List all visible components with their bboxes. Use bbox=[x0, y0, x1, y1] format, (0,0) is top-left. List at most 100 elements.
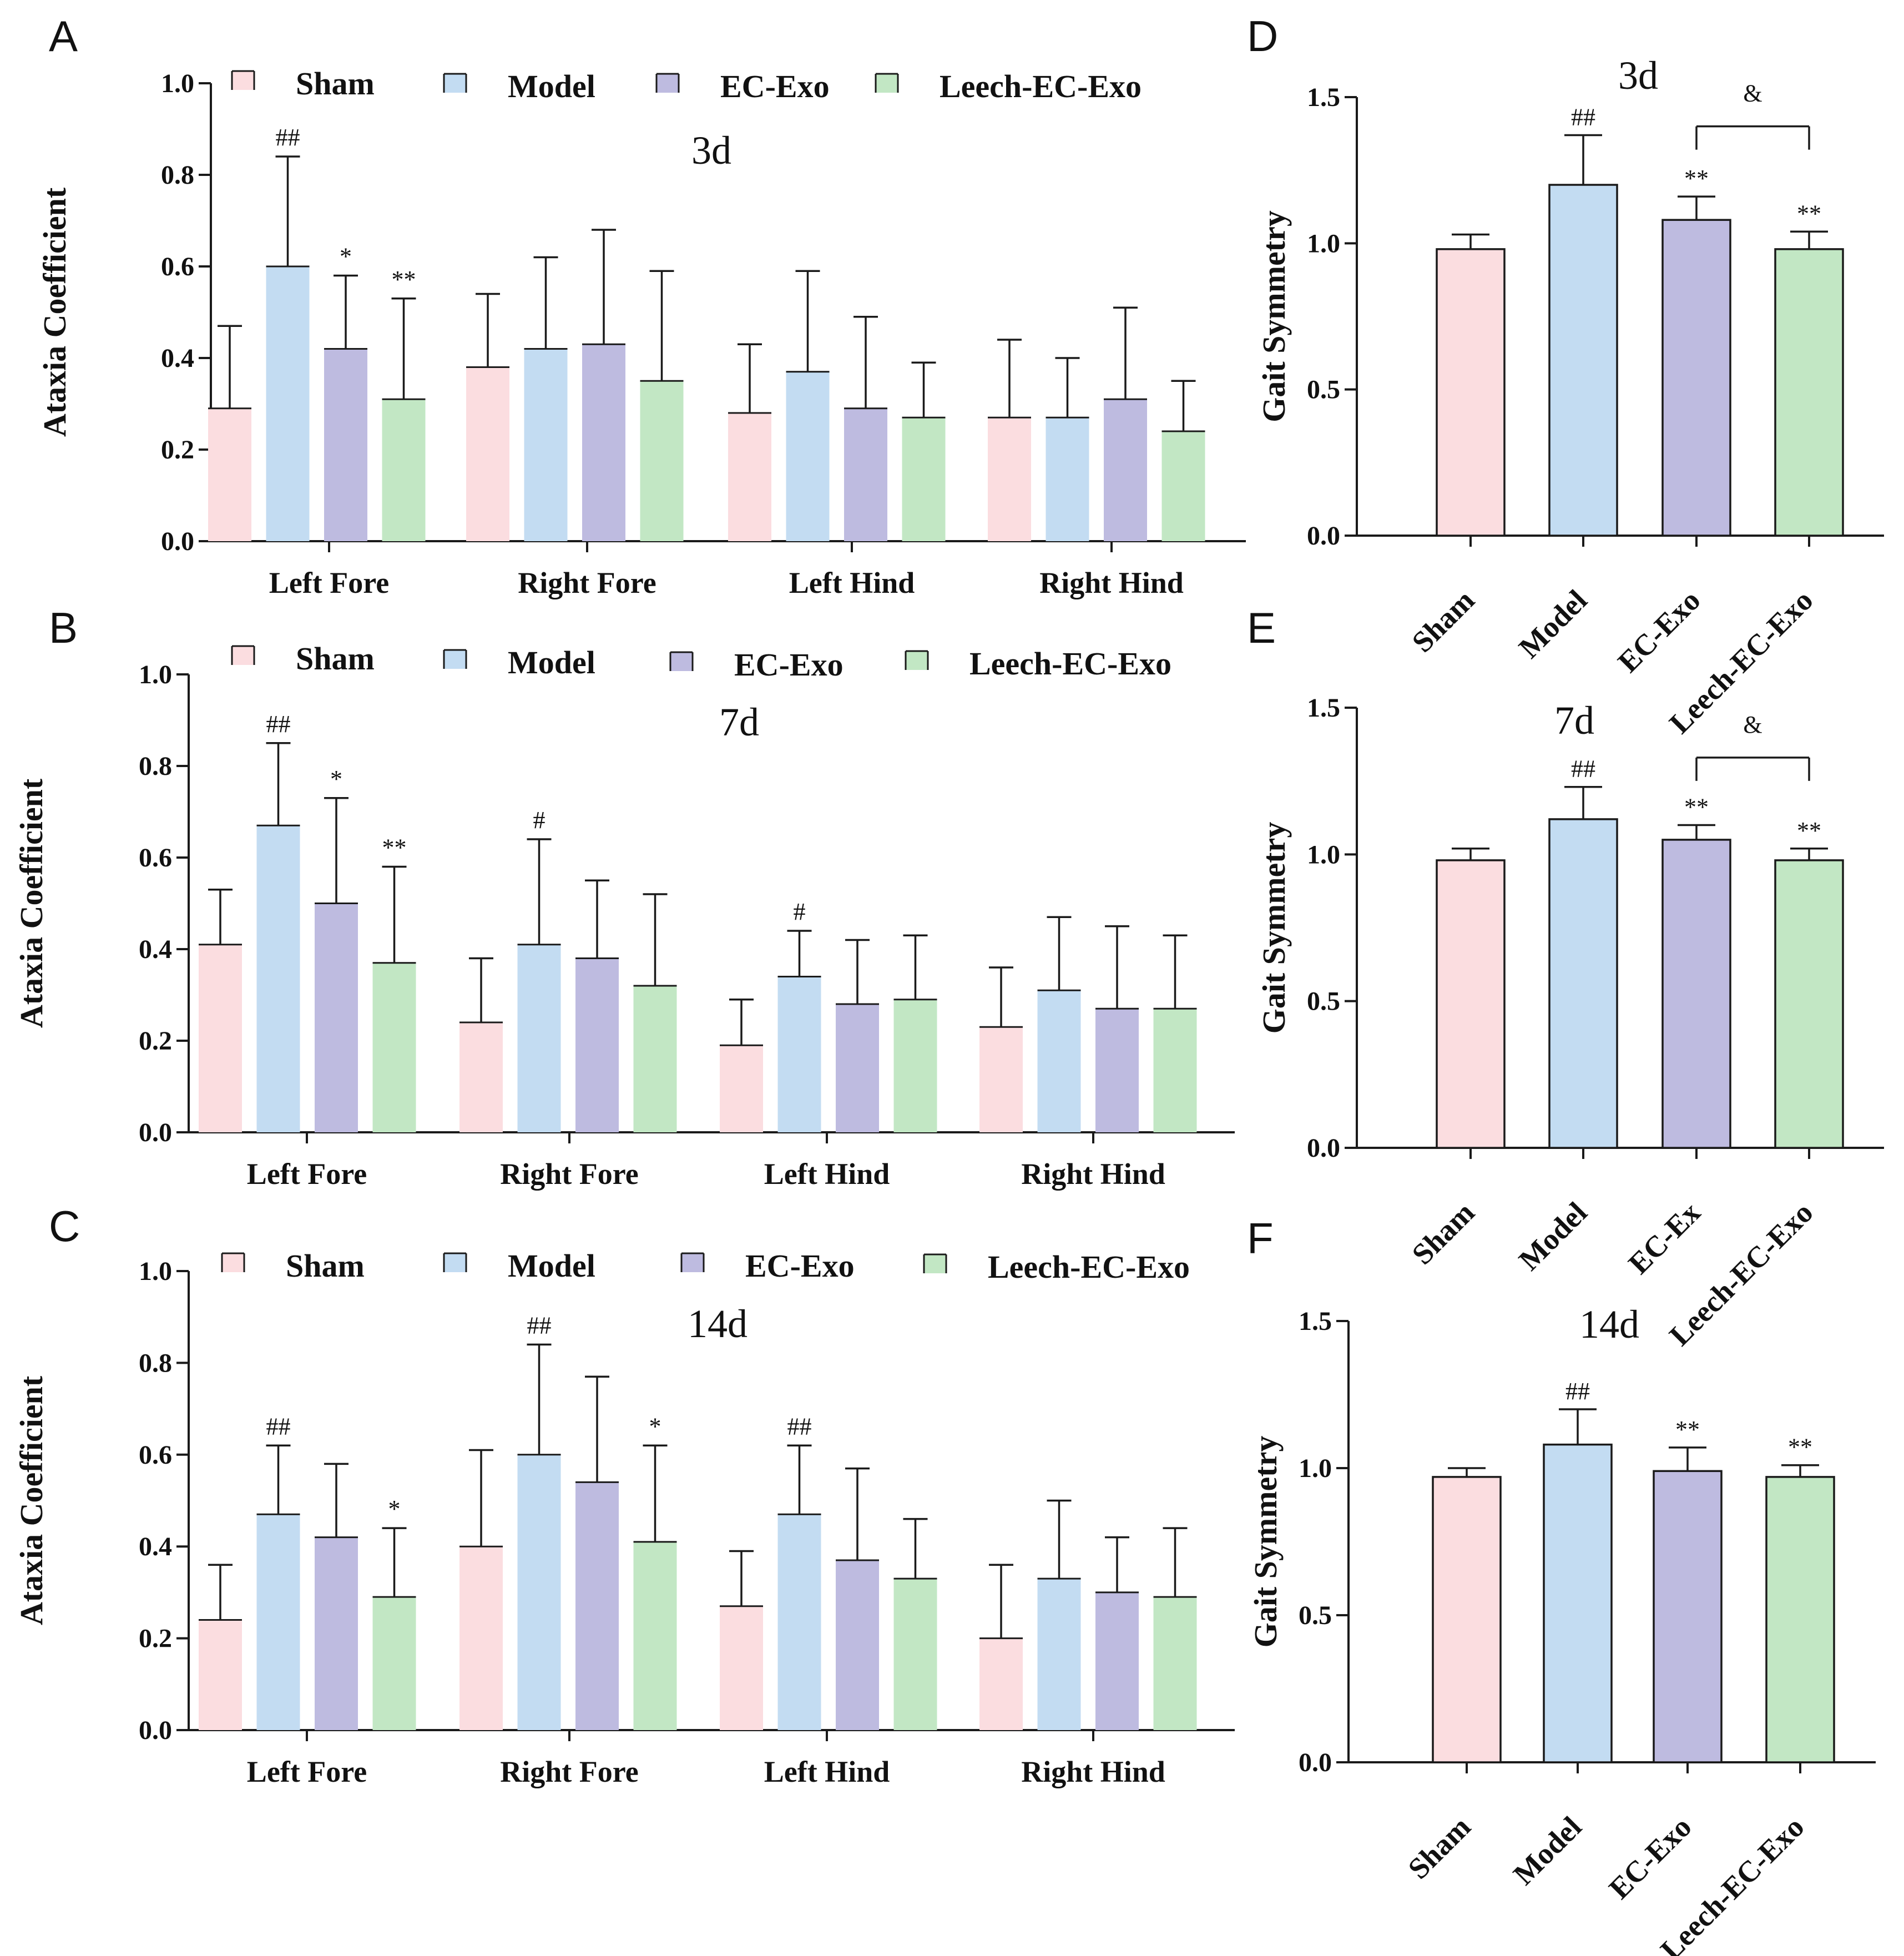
bar-leech-ec-exo bbox=[382, 399, 426, 541]
significance-mark: * bbox=[340, 243, 352, 270]
bar-ec-exo bbox=[844, 408, 887, 541]
x-category-label: Right Fore bbox=[500, 1755, 638, 1788]
x-category-label: Model bbox=[1512, 1196, 1593, 1277]
panel-label: A bbox=[49, 12, 78, 61]
x-category-label: EC-Exo bbox=[1612, 583, 1707, 679]
y-tick-label: 0.6 bbox=[139, 1440, 172, 1470]
bar-model bbox=[266, 266, 310, 541]
y-tick-label: 0.4 bbox=[139, 935, 172, 964]
x-category-label: Left Fore bbox=[247, 1755, 367, 1788]
panel-label: C bbox=[49, 1202, 80, 1251]
bar-ec-exo bbox=[1104, 399, 1147, 541]
bar-ec-exo bbox=[1095, 1009, 1139, 1132]
significance-mark: * bbox=[649, 1413, 661, 1440]
significance-mark: ## bbox=[276, 124, 300, 151]
legend-label: Leech-EC-Exo bbox=[988, 1249, 1190, 1285]
bar-sham bbox=[199, 944, 242, 1132]
y-axis-title: Gait Symmetry bbox=[1256, 210, 1292, 422]
bar-model bbox=[777, 976, 821, 1132]
bracket-mark: & bbox=[1743, 80, 1762, 107]
y-tick-label: 0.0 bbox=[1299, 1748, 1332, 1777]
y-tick-label: 0.0 bbox=[1307, 521, 1340, 551]
y-tick-label: 0.4 bbox=[161, 344, 194, 373]
legend-swatch bbox=[656, 74, 679, 93]
significance-mark: ## bbox=[527, 1312, 552, 1339]
legend-label: Sham bbox=[296, 65, 375, 102]
bar-ec-exo bbox=[1653, 1470, 1723, 1763]
x-category-label: Right Fore bbox=[500, 1157, 638, 1191]
significance-mark: ## bbox=[1571, 755, 1595, 783]
x-category-label: Model bbox=[1507, 1810, 1588, 1891]
bar-model bbox=[517, 1454, 561, 1730]
legend-label: Sham bbox=[296, 641, 375, 677]
bar-sham bbox=[728, 413, 771, 541]
significance-mark: ## bbox=[1565, 1378, 1590, 1405]
legend-swatch bbox=[222, 1253, 244, 1272]
significance-mark: # bbox=[794, 898, 806, 925]
bar-leech-ec-exo bbox=[1774, 859, 1844, 1149]
bar-ec-exo bbox=[582, 344, 625, 541]
chart-title: 14d bbox=[1579, 1302, 1639, 1347]
bar-sham bbox=[720, 1045, 763, 1132]
y-tick-label: 0.8 bbox=[161, 160, 194, 190]
bar-leech-ec-exo bbox=[1153, 1597, 1197, 1730]
legend-label: EC-Exo bbox=[734, 647, 844, 683]
bracket-mark: & bbox=[1743, 711, 1762, 738]
y-tick-label: 1.5 bbox=[1307, 693, 1340, 723]
bar-leech-ec-exo bbox=[633, 1541, 677, 1730]
y-tick-label: 1.0 bbox=[139, 1257, 172, 1286]
y-tick-label: 1.0 bbox=[1307, 840, 1340, 869]
bar-sham bbox=[1432, 1476, 1502, 1763]
bar-model bbox=[1046, 417, 1089, 541]
bar-sham bbox=[979, 1027, 1023, 1132]
bar-model bbox=[524, 349, 568, 541]
bar-sham bbox=[988, 417, 1031, 541]
y-tick-label: 0.5 bbox=[1299, 1601, 1332, 1630]
panel-label: D bbox=[1247, 12, 1278, 61]
bar-model bbox=[777, 1514, 821, 1730]
significance-mark: # bbox=[533, 806, 546, 834]
x-category-label: Sham bbox=[1402, 1810, 1477, 1886]
panel-label: B bbox=[49, 603, 78, 652]
bar-model bbox=[517, 944, 561, 1132]
bar-sham bbox=[459, 1546, 503, 1730]
y-tick-label: 0.4 bbox=[139, 1532, 172, 1561]
bar-leech-ec-exo bbox=[1161, 431, 1205, 541]
bar-model bbox=[1548, 184, 1618, 537]
x-category-label: EC-Exo bbox=[1603, 1810, 1698, 1905]
chart-title: 7d bbox=[1554, 698, 1594, 743]
significance-mark: ** bbox=[1675, 1416, 1700, 1443]
chart-e: E 0.0 0.5 1.0 1.5 Gait Symmetry Sham Model EC-Ex… bbox=[1247, 603, 1884, 1352]
bar-leech-ec-exo bbox=[893, 999, 937, 1132]
x-category-label: Right Fore bbox=[518, 566, 656, 599]
legend-swatch bbox=[444, 650, 466, 669]
y-axis-title: Gait Symmetry bbox=[1256, 822, 1292, 1034]
bar-sham bbox=[466, 367, 509, 541]
y-tick-label: 1.0 bbox=[1307, 229, 1340, 258]
bar-leech-ec-exo bbox=[372, 962, 416, 1132]
y-tick-label: 0.2 bbox=[161, 435, 194, 465]
bar-leech-ec-exo bbox=[902, 417, 946, 541]
significance-mark: * bbox=[330, 765, 342, 793]
bar-sham bbox=[1436, 248, 1506, 537]
legend-label: EC-Exo bbox=[720, 68, 830, 104]
bar-ec-exo bbox=[315, 903, 358, 1132]
bar-model bbox=[256, 1514, 300, 1730]
legend-swatch bbox=[232, 71, 254, 90]
x-category-label: Left Hind bbox=[764, 1755, 890, 1788]
y-tick-label: 1.5 bbox=[1307, 83, 1340, 112]
bar-ec-exo bbox=[1661, 219, 1731, 537]
x-category-label: Left Hind bbox=[764, 1157, 890, 1191]
y-tick-label: 0.0 bbox=[139, 1118, 172, 1147]
y-tick-label: 0.6 bbox=[139, 843, 172, 873]
significance-mark: ## bbox=[266, 710, 291, 738]
y-tick-label: 1.0 bbox=[161, 69, 194, 98]
significance-mark: ## bbox=[266, 1413, 291, 1440]
bar-model bbox=[786, 371, 830, 541]
bar-model bbox=[1543, 1443, 1613, 1763]
bar-leech-ec-exo bbox=[1153, 1009, 1197, 1132]
chart-title: 3d bbox=[1618, 53, 1658, 98]
bar-sham bbox=[459, 1022, 503, 1132]
x-category-label: Right Hind bbox=[1039, 566, 1184, 599]
chart-title: 14d bbox=[688, 1302, 748, 1346]
